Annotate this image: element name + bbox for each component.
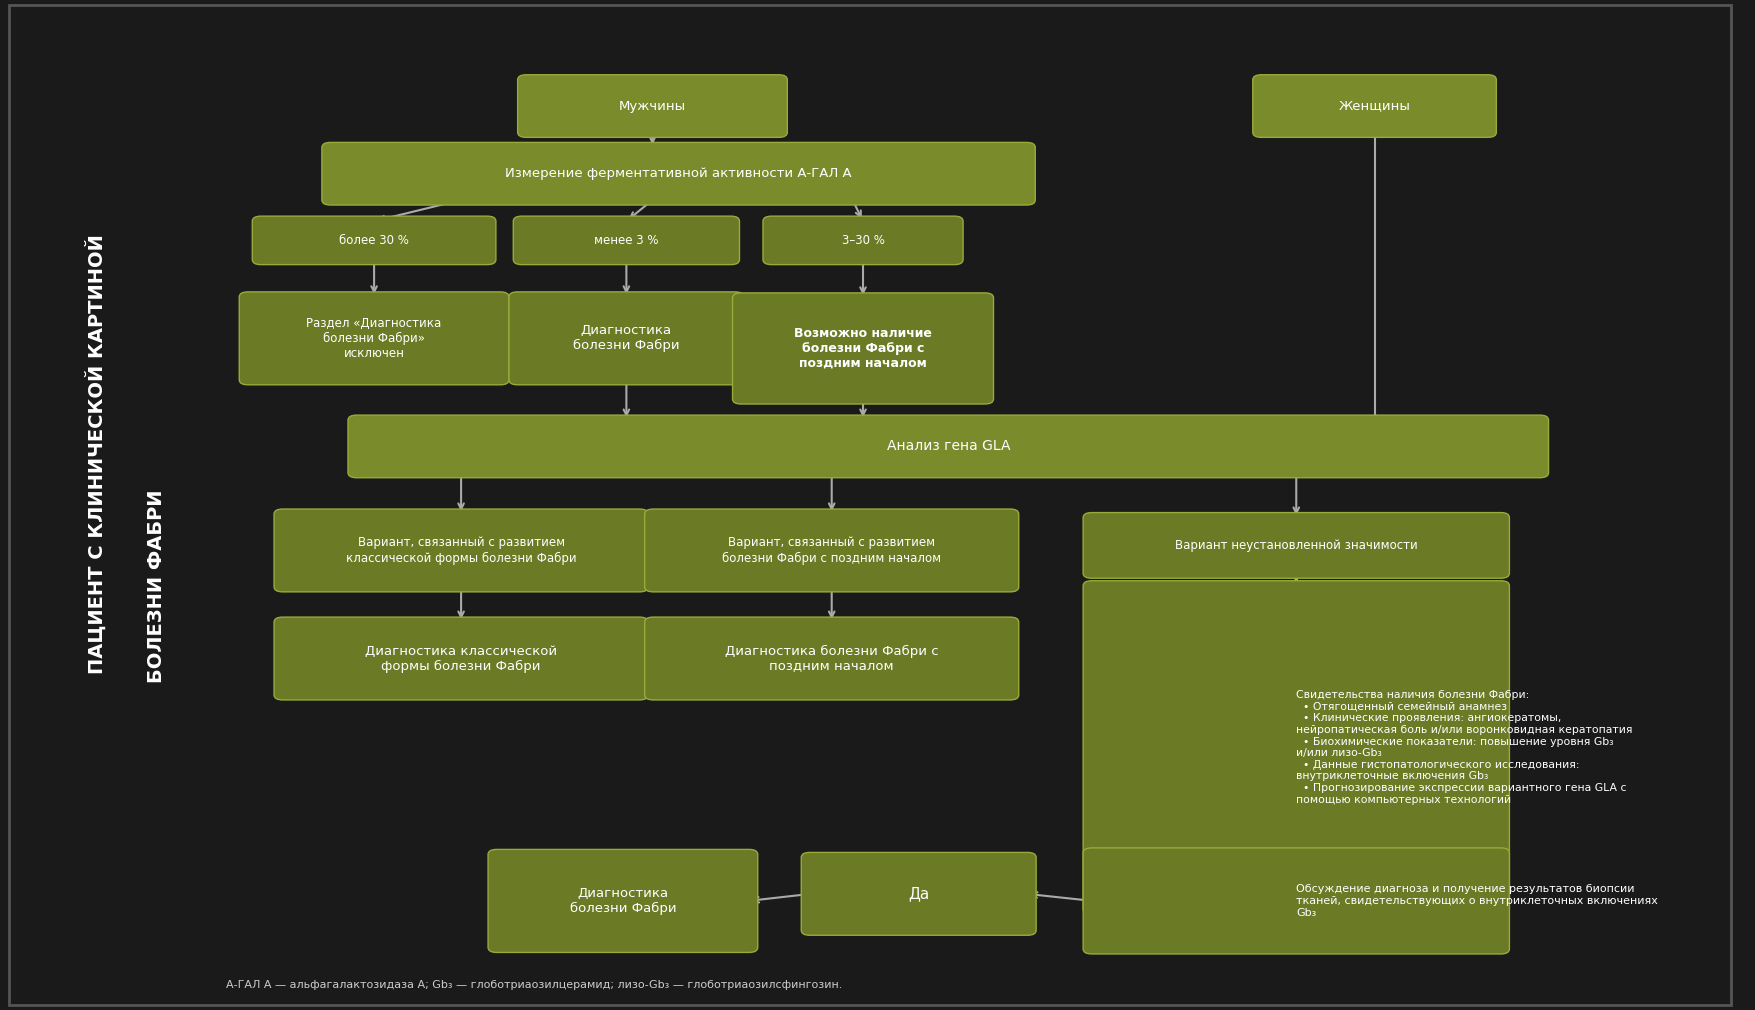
FancyBboxPatch shape [644,509,1018,592]
FancyBboxPatch shape [488,849,758,952]
Text: Возможно наличие
болезни Фабри с
поздним началом: Возможно наличие болезни Фабри с поздним… [793,327,932,370]
FancyBboxPatch shape [347,415,1548,478]
Text: Вариант неустановленной значимости: Вариант неустановленной значимости [1174,539,1418,551]
Text: Диагностика болезни Фабри с
поздним началом: Диагностика болезни Фабри с поздним нача… [725,644,939,673]
Text: более 30 %: более 30 % [339,234,409,246]
FancyBboxPatch shape [763,216,963,265]
FancyBboxPatch shape [321,142,1035,205]
Text: БОЛЕЗНИ ФАБРИ: БОЛЕЗНИ ФАБРИ [147,489,167,683]
Text: Вариант, связанный с развитием
болезни Фабри с поздним началом: Вариант, связанный с развитием болезни Ф… [721,536,941,565]
Text: Свидетельства наличия болезни Фабри:
  • Отягощенный семейный анамнез
  • Клинич: Свидетельства наличия болезни Фабри: • О… [1297,690,1632,805]
FancyBboxPatch shape [644,617,1018,700]
Text: Диагностика
болезни Фабри: Диагностика болезни Фабри [574,324,679,352]
Text: Диагностика классической
формы болезни Фабри: Диагностика классической формы болезни Ф… [365,644,556,673]
Text: ПАЦИЕНТ С КЛИНИЧЕСКОЙ КАРТИНОЙ: ПАЦИЕНТ С КЛИНИЧЕСКОЙ КАРТИНОЙ [84,234,107,675]
Text: Вариант, связанный с развитием
классической формы болезни Фабри: Вариант, связанный с развитием классичес… [346,536,576,565]
Text: Женщины: Женщины [1339,100,1411,112]
FancyBboxPatch shape [512,216,739,265]
FancyBboxPatch shape [274,617,648,700]
FancyBboxPatch shape [518,75,788,137]
Text: менее 3 %: менее 3 % [595,234,658,246]
FancyBboxPatch shape [509,292,744,385]
FancyBboxPatch shape [239,292,509,385]
Text: Да: Да [907,887,930,901]
Text: А-ГАЛ А — альфагалактозидаза А; Gb₃ — глоботриаозилцерамид; лизо-Gb₃ — глоботриа: А-ГАЛ А — альфагалактозидаза А; Gb₃ — гл… [226,980,842,990]
Text: 3–30 %: 3–30 % [842,234,885,246]
Text: Анализ гена GLA: Анализ гена GLA [886,439,1011,453]
FancyBboxPatch shape [1083,848,1509,953]
Text: Раздел «Диагностика
болезни Фабри»
исключен: Раздел «Диагностика болезни Фабри» исклю… [307,317,442,360]
FancyBboxPatch shape [1083,513,1509,578]
Text: Мужчины: Мужчины [620,100,686,112]
FancyBboxPatch shape [732,293,993,404]
FancyBboxPatch shape [802,852,1035,935]
Text: Обсуждение диагноза и получение результатов биопсии
тканей, свидетельствующих о : Обсуждение диагноза и получение результа… [1297,885,1658,917]
Text: Диагностика
болезни Фабри: Диагностика болезни Фабри [570,887,676,915]
Text: Измерение ферментативной активности А-ГАЛ А: Измерение ферментативной активности А-ГА… [505,168,851,180]
FancyBboxPatch shape [274,509,648,592]
FancyBboxPatch shape [1083,581,1509,914]
FancyBboxPatch shape [1253,75,1497,137]
FancyBboxPatch shape [253,216,497,265]
